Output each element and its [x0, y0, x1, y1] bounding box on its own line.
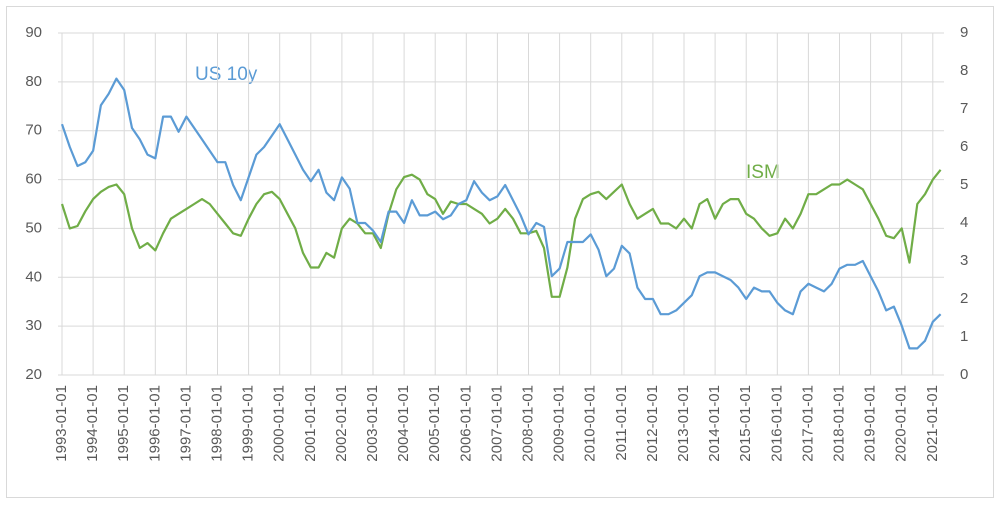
- x-tick-label: 2020-01-01: [893, 385, 910, 462]
- y-tick-label: 50: [25, 219, 42, 236]
- x-tick-label: 1993-01-01: [53, 385, 70, 462]
- x-tick-label: 2004-01-01: [395, 385, 412, 462]
- x-tick-label: 2003-01-01: [364, 385, 381, 462]
- y-tick-label: 90: [25, 24, 42, 41]
- x-tick-label: 2002-01-01: [333, 385, 350, 462]
- x-tick-label: 2001-01-01: [302, 385, 319, 462]
- x-tick-label: 2018-01-01: [830, 385, 847, 462]
- x-tick-label: 1997-01-01: [177, 385, 194, 462]
- x-tick-label: 1998-01-01: [208, 385, 225, 462]
- y2-tick-label: 6: [960, 138, 968, 155]
- y2-tick-label: 0: [960, 366, 968, 383]
- x-tick-label: 2010-01-01: [582, 385, 599, 462]
- series-line: [60, 169, 942, 298]
- x-tick-label: 2016-01-01: [768, 385, 785, 462]
- y2-tick-label: 1: [960, 328, 968, 345]
- x-tick-label: 2015-01-01: [737, 385, 754, 462]
- x-tick-label: 1996-01-01: [146, 385, 163, 462]
- y2-tick-label: 5: [960, 176, 968, 193]
- y2-tick-label: 9: [960, 24, 968, 41]
- x-tick-label: 2008-01-01: [519, 385, 536, 462]
- x-tick-label: 2013-01-01: [675, 385, 692, 462]
- plot: 20 30 40 50 60 70 80 90 0 1 2 3 4 5 6 7 8 9 1993-01-01 1994…: [25, 24, 968, 462]
- y-tick-label: 30: [25, 317, 42, 334]
- x-tick-label: 2012-01-01: [644, 385, 661, 462]
- x-tick-label: 1999-01-01: [240, 385, 257, 462]
- x-tick-label: 2011-01-01: [613, 385, 630, 461]
- y-tick-label: 70: [25, 122, 42, 139]
- y2-tick-label: 3: [960, 252, 968, 269]
- chart-border: [6, 6, 994, 498]
- x-tick-label: 1995-01-01: [115, 385, 132, 462]
- y-tick-label: 40: [25, 268, 42, 285]
- x-tick-label: 2007-01-01: [488, 385, 505, 462]
- x-tick-label: 2017-01-01: [799, 385, 816, 462]
- x-tick-label: 2005-01-01: [426, 385, 443, 462]
- y-tick-label: 80: [25, 73, 42, 90]
- y2-tick-label: 8: [960, 62, 968, 79]
- y-tick-label: 20: [25, 366, 42, 383]
- annotation: US 10y: [195, 64, 258, 85]
- annotation: ISM: [746, 162, 780, 183]
- y2-tick-label: 2: [960, 290, 968, 307]
- y-tick-label: 60: [25, 171, 42, 188]
- x-tick-label: 2019-01-01: [862, 385, 879, 462]
- x-tick-label: 2000-01-01: [271, 385, 288, 462]
- x-tick-label: 1994-01-01: [84, 385, 101, 462]
- x-tick-label: 2009-01-01: [551, 385, 568, 462]
- series-line: [60, 77, 942, 350]
- x-tick-label: 2014-01-01: [706, 385, 723, 462]
- y2-tick-label: 4: [960, 214, 968, 231]
- x-tick-label: 2021-01-01: [924, 385, 941, 462]
- y2-tick-label: 7: [960, 100, 968, 117]
- x-tick-label: 2006-01-01: [457, 385, 474, 462]
